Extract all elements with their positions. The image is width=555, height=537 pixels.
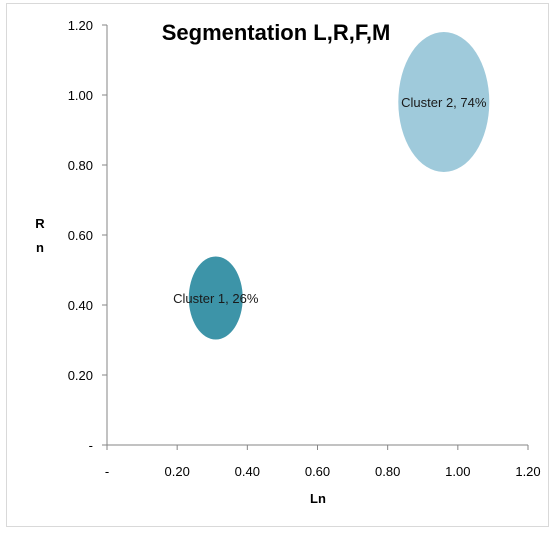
x-axis-ticks: - 0.20 0.40 0.60 0.80 1.00 1.20 xyxy=(105,445,541,479)
y-axis-label-line-1: R xyxy=(35,216,45,231)
y-tick-label: 0.20 xyxy=(68,368,93,383)
y-tick-label: 1.20 xyxy=(68,18,93,33)
y-axis-ticks: - 0.20 0.40 0.60 0.80 1.00 1.20 xyxy=(68,18,107,453)
bubble-label-cluster-1: Cluster 1, 26% xyxy=(173,291,259,306)
bubble-cluster-1 xyxy=(188,256,243,340)
y-tick-label: 1.00 xyxy=(68,88,93,103)
bubble-label-cluster-2: Cluster 2, 74% xyxy=(401,95,487,110)
x-axis-label: Ln xyxy=(310,491,326,506)
x-tick-label: 0.20 xyxy=(165,464,190,479)
y-tick-label: 0.40 xyxy=(68,298,93,313)
x-tick-label: 1.00 xyxy=(445,464,470,479)
bubbles-layer: Cluster 1, 26% Cluster 2, 74% xyxy=(173,32,490,340)
x-tick-label: 0.40 xyxy=(235,464,260,479)
y-axis-label-line-2: n xyxy=(36,240,44,255)
x-tick-label: 0.80 xyxy=(375,464,400,479)
y-tick-label: 0.60 xyxy=(68,228,93,243)
y-tick-label: - xyxy=(89,438,93,453)
x-tick-label: 0.60 xyxy=(305,464,330,479)
y-tick-label: 0.80 xyxy=(68,158,93,173)
bubble-cluster-2 xyxy=(398,32,490,172)
chart-title: Segmentation L,R,F,M xyxy=(162,20,391,45)
x-tick-label: - xyxy=(105,464,109,479)
x-tick-label: 1.20 xyxy=(515,464,540,479)
